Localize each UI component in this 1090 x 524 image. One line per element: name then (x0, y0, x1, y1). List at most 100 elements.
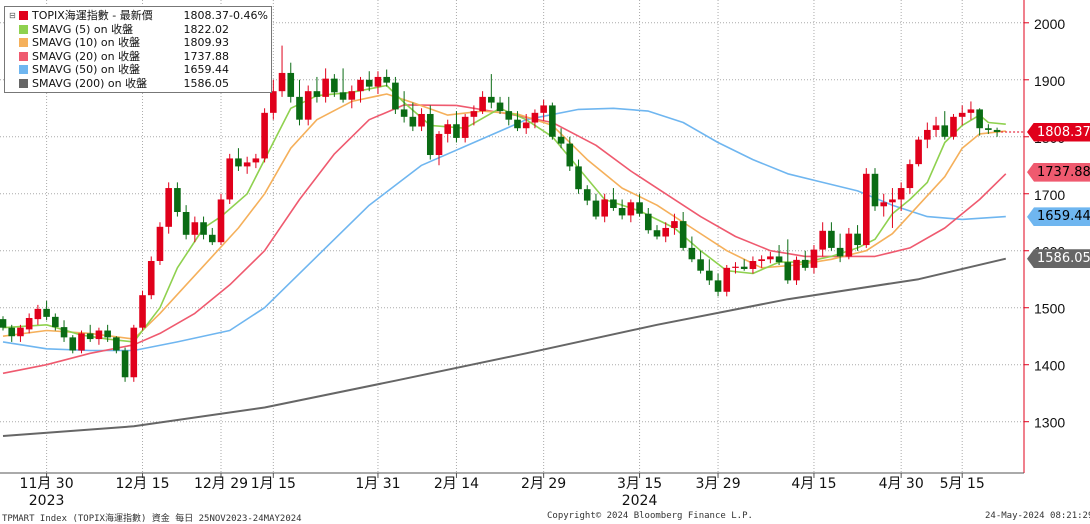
candle-body (601, 199, 608, 217)
candle-body (514, 119, 521, 129)
candle-body (775, 256, 783, 263)
x-tick-label: 3月 29 (695, 476, 740, 492)
candle-body (130, 327, 138, 378)
legend-row-sma5[interactable]: SMAVG (5) on 收盤 1822.02 (9, 23, 267, 37)
candle-body (165, 188, 172, 227)
legend-value: 1659.44 (183, 63, 230, 76)
legend-value: 1809.93 (183, 36, 230, 49)
collapse-icon[interactable]: ⊟ (9, 11, 16, 20)
candle-body (845, 233, 853, 257)
candle-body (522, 122, 530, 129)
y-tick-label: 1300 (1034, 415, 1065, 431)
x-tick-label: 3月 15 (617, 476, 662, 492)
candle-body (348, 91, 356, 100)
candle-body (732, 266, 739, 268)
candle-body (418, 113, 425, 127)
candle-body (749, 261, 757, 269)
candle-body (549, 105, 556, 137)
candle-body (985, 128, 992, 130)
candle-body (950, 116, 957, 137)
candle-body (557, 136, 565, 144)
candle-body (453, 124, 460, 138)
candle-body (610, 199, 617, 209)
x-tick-label: 12月 15 (115, 476, 169, 492)
candle-body (496, 102, 504, 112)
candle-body (958, 112, 966, 117)
y-tick-label: 1400 (1034, 358, 1065, 374)
candle-body (261, 112, 268, 159)
candle-body (897, 188, 905, 200)
candle-body (592, 200, 600, 217)
candle-body (191, 222, 199, 235)
candle-body (365, 79, 373, 87)
candle-body (0, 319, 7, 328)
candle-body (217, 199, 225, 243)
candle-body (17, 327, 24, 337)
legend-row-price[interactable]: ⊟ TOPIX海運指數 - 最新價 1808.37 -0.46% (9, 9, 268, 23)
legend-swatch-sma5 (19, 24, 28, 34)
candle-body (121, 350, 129, 378)
candle-body (78, 333, 85, 351)
candle-body (426, 113, 434, 156)
candle-body (653, 230, 661, 237)
legend-value: 1808.37 (183, 9, 230, 22)
legend-row-sma20[interactable]: SMAVG (20) on 收盤 1737.88 (9, 50, 267, 64)
candle-body (357, 79, 364, 92)
candle-body (915, 139, 922, 165)
candle-body (339, 92, 347, 100)
legend-change: -0.46% (229, 9, 268, 22)
candle-body (313, 91, 321, 97)
y-tick-label: 1700 (1034, 187, 1065, 203)
legend-row-sma50[interactable]: SMAVG (50) on 收盤 1659.44 (9, 63, 267, 77)
sma20-tag: 1737.88 (1027, 162, 1090, 182)
candle-body (86, 333, 94, 340)
legend-row-sma200[interactable]: SMAVG (200) on 收盤 1586.05 (9, 77, 267, 91)
last-price-tag: 1808.37 (1027, 122, 1090, 142)
legend-value: 1822.02 (183, 22, 230, 36)
legend-label: SMAVG (5) on 收盤 (32, 22, 134, 36)
candle-body (906, 164, 914, 189)
candle-body (488, 96, 495, 103)
candle-body (322, 78, 329, 97)
candle-body (444, 124, 452, 134)
candle-body (139, 295, 146, 328)
candle-body (461, 116, 469, 138)
legend-swatch-sma200 (19, 78, 28, 88)
x-tick-label: 5月 15 (940, 476, 985, 492)
sma-line (2, 84, 1006, 343)
candle-body (95, 330, 103, 340)
footer-copyright: Copyright© 2024 Bloomberg Finance L.P. (547, 511, 753, 521)
legend-swatch-price (19, 11, 28, 21)
candle-body (374, 76, 382, 87)
chart-legend[interactable]: ⊟ TOPIX海運指數 - 最新價 1808.37 -0.46% SMAVG (… (4, 6, 272, 93)
candle-body (758, 259, 765, 262)
candle-body (383, 76, 390, 83)
candle-body (889, 199, 896, 203)
candle-body (871, 173, 879, 207)
candle-body (25, 317, 33, 330)
candle-body (810, 249, 818, 268)
candle-body (52, 316, 59, 328)
candle-body (566, 143, 574, 167)
x-tick-label: 2月 29 (521, 476, 566, 492)
candle-body (304, 91, 312, 120)
candle-body (8, 327, 16, 337)
sma-line (2, 107, 1006, 352)
x-year-label: 2024 (622, 493, 658, 509)
candle-body (662, 227, 670, 237)
candle-body (636, 202, 643, 214)
candle-body (714, 280, 722, 292)
legend-value: 1737.88 (183, 49, 230, 63)
candle-body (270, 91, 277, 113)
footer-timestamp: 24-May-2024 08:21:29 (985, 511, 1090, 521)
candle-body (392, 82, 399, 110)
candle-body (801, 259, 809, 268)
candle-body (43, 308, 50, 317)
candle-body (531, 112, 539, 123)
candle-body (583, 189, 591, 201)
candle-body (208, 234, 216, 243)
legend-label: SMAVG (200) on 收盤 (32, 76, 148, 90)
legend-swatch-sma50 (19, 65, 28, 75)
legend-row-sma10[interactable]: SMAVG (10) on 收盤 1809.93 (9, 36, 267, 50)
x-tick-label: 4月 15 (791, 476, 836, 492)
